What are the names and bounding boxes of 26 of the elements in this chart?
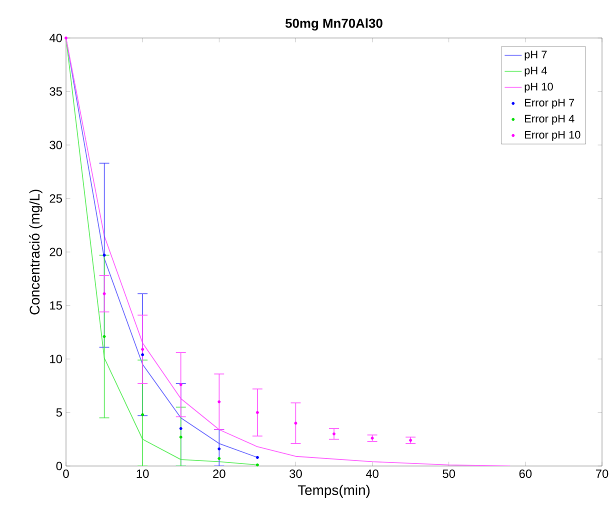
x-tick-label: 0	[63, 470, 69, 478]
y-axis-title: Concentració (mg/L)	[29, 190, 42, 314]
legend-label: pH 10	[524, 82, 553, 93]
x-tick-label: 30	[290, 470, 302, 478]
y-tick-label: 35	[50, 87, 62, 96]
y-tick-label: 25	[50, 194, 62, 203]
legend-label: pH 4	[524, 66, 547, 77]
chart-title: 50mg Mn70Al30	[285, 18, 382, 30]
x-tick-label: 20	[213, 470, 226, 478]
x-tick-label: 40	[366, 470, 378, 478]
x-axis-title: Temps(min)	[298, 484, 370, 498]
x-tick-label: 50	[442, 470, 456, 478]
legend-label: Error pH 7	[525, 98, 574, 109]
y-tick-label: 30	[50, 140, 62, 150]
y-tick-label: 10	[50, 354, 62, 364]
x-tick-label: 70	[596, 470, 608, 478]
y-tick-label: 40	[49, 34, 62, 42]
y-tick-label: 15	[50, 301, 62, 310]
y-tick-label: 20	[50, 248, 62, 256]
x-tick-label: 10	[136, 470, 149, 478]
x-tick-label: 60	[519, 470, 532, 478]
legend-label: Error pH 4	[525, 114, 574, 125]
legend-label: Error pH 10	[525, 130, 580, 141]
y-tick-label: 0	[56, 462, 62, 470]
y-tick-label: 5	[56, 408, 62, 417]
legend-label: pH 7	[524, 50, 547, 61]
